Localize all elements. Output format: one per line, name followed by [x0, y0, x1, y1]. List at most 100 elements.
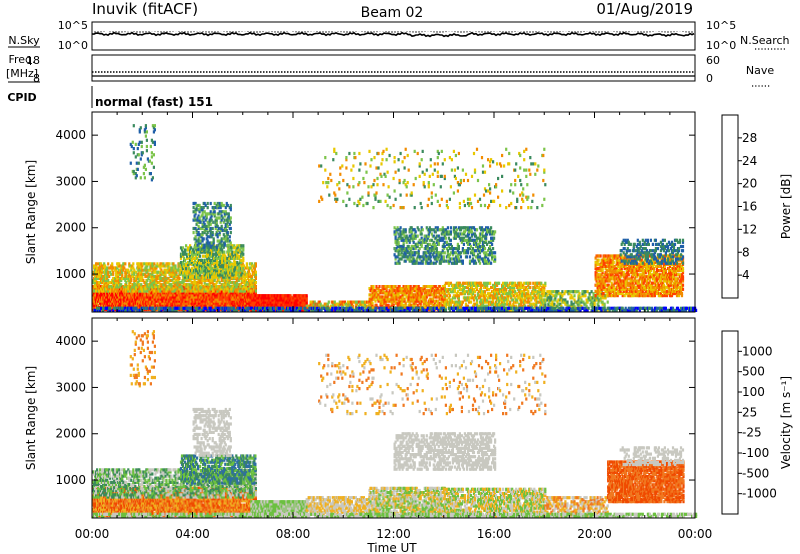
- power-cell: [156, 276, 159, 281]
- power-cell: [99, 270, 102, 274]
- power-cell: [180, 281, 183, 285]
- power-cell: [254, 281, 257, 285]
- power-cell: [205, 278, 208, 283]
- power-cell: [231, 275, 234, 279]
- power-cell: [184, 273, 187, 277]
- power-cell: [224, 265, 227, 269]
- power-cell: [215, 203, 218, 208]
- power-cell: [226, 231, 229, 235]
- power-cell: [161, 285, 164, 289]
- power-cell: [181, 273, 185, 277]
- power-cell: [167, 276, 170, 281]
- power-cell: [216, 239, 219, 243]
- power-cell: [189, 275, 192, 279]
- power-cell: [162, 278, 165, 283]
- power-cell: [176, 283, 179, 287]
- power-cell: [153, 276, 156, 281]
- power-cell: [237, 278, 240, 283]
- power-cell: [151, 272, 154, 276]
- power-cell: [194, 263, 197, 267]
- power-cell: [93, 264, 96, 268]
- power-cell: [201, 278, 204, 283]
- power-cell: [372, 285, 375, 289]
- power-cell: [201, 210, 204, 214]
- power-cell: [201, 222, 204, 226]
- power-cell: [211, 269, 214, 273]
- power-cell: [196, 233, 199, 237]
- power-cell: [213, 278, 216, 283]
- power-cell: [206, 285, 209, 289]
- power-cell: [141, 295, 144, 299]
- power-cell: [159, 289, 162, 293]
- power-cell: [178, 281, 181, 285]
- power-cell: [203, 231, 206, 235]
- power-cell: [226, 216, 229, 220]
- power-cell: [198, 267, 201, 271]
- power-cell: [184, 265, 187, 269]
- power-cell: [155, 278, 158, 283]
- power-cell: [209, 226, 212, 231]
- power-cell: [204, 218, 207, 222]
- power-cell: [125, 272, 128, 276]
- power-cell: [95, 264, 98, 268]
- power-cell: [217, 212, 220, 216]
- power-cell: [169, 278, 172, 283]
- power-cell: [136, 297, 139, 301]
- power-cell: [162, 297, 165, 301]
- power-cell: [184, 248, 187, 252]
- power-cell: [229, 226, 232, 231]
- power-cell: [125, 283, 128, 287]
- power-cell: [188, 272, 191, 276]
- power-cell: [205, 250, 208, 254]
- power-cell: [253, 278, 256, 283]
- power-cell: [229, 241, 232, 245]
- power-cell: [378, 285, 381, 289]
- power-cell: [374, 299, 377, 303]
- power-cell: [254, 285, 257, 289]
- power-cell: [170, 285, 173, 289]
- nsky-trace: [91, 31, 695, 38]
- power-cell: [222, 267, 225, 271]
- power-cell: [196, 220, 199, 224]
- power-cell: [205, 226, 208, 231]
- power-cell: [203, 281, 206, 285]
- power-cell: [115, 285, 118, 289]
- power-cell: [123, 299, 126, 303]
- power-cell: [212, 289, 215, 293]
- power-cell: [232, 254, 235, 258]
- power-cell: [110, 272, 113, 276]
- power-cell: [141, 276, 144, 281]
- power-cell: [176, 276, 179, 281]
- power-cell: [247, 274, 250, 278]
- power-cell: [128, 270, 131, 274]
- power-cell: [204, 212, 207, 216]
- power-cell: [203, 210, 206, 214]
- power-cell: [333, 300, 336, 304]
- power-cell: [244, 287, 247, 291]
- power-cell: [222, 233, 225, 237]
- power-cell: [222, 289, 225, 293]
- power-cell: [209, 245, 212, 249]
- power-cell: [361, 300, 364, 304]
- power-cell: [94, 291, 97, 295]
- power-cell: [205, 214, 208, 218]
- power-cell: [192, 210, 195, 214]
- power-cell: [195, 231, 198, 235]
- power-cell: [239, 287, 242, 291]
- power-cell: [327, 300, 330, 304]
- power-cell: [254, 270, 257, 274]
- power-cell: [209, 212, 212, 216]
- power-cell: [260, 300, 263, 304]
- power-cell: [131, 299, 134, 303]
- beam-title: Beam 02: [361, 5, 424, 21]
- power-cell: [240, 252, 243, 256]
- power-cell: [172, 287, 175, 291]
- power-cell: [97, 276, 100, 281]
- power-cell: [157, 270, 160, 274]
- power-cell: [202, 263, 205, 267]
- power-cell: [128, 262, 131, 266]
- power-cell: [143, 281, 146, 285]
- power-cell: [175, 274, 178, 278]
- power-cell: [173, 274, 176, 278]
- power-cell: [185, 267, 188, 271]
